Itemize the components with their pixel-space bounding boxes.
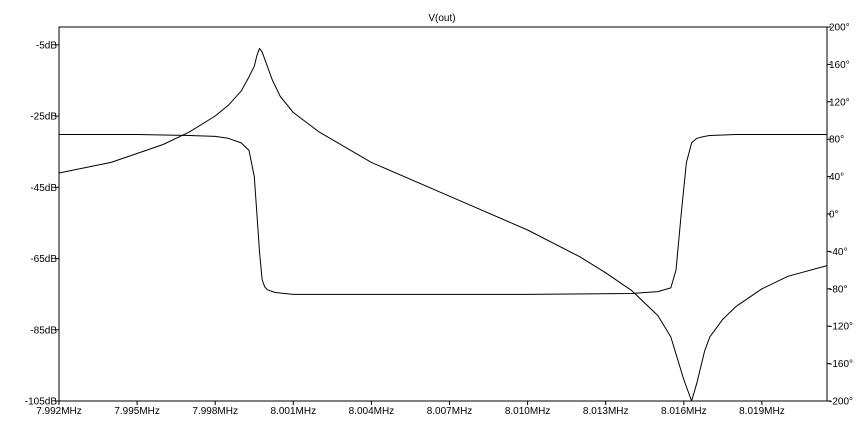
left-tick-label: -45dB bbox=[30, 183, 57, 194]
phase-series-line bbox=[59, 134, 827, 295]
plot-frame bbox=[58, 26, 828, 402]
right-tick-label: -40° bbox=[829, 247, 847, 258]
x-tick-label: 7.998MHz bbox=[192, 406, 238, 417]
x-axis: 7.992MHz 7.995MHz 7.998MHz 8.001MHz 8.004MHz… bbox=[36, 401, 785, 417]
x-tick-label: 8.001MHz bbox=[271, 406, 317, 417]
x-tick-label: 8.004MHz bbox=[349, 406, 395, 417]
x-tick-label: 7.995MHz bbox=[114, 406, 160, 417]
x-tick-label: 8.016MHz bbox=[661, 406, 707, 417]
chart-title: V(out) bbox=[428, 13, 455, 24]
magnitude-series-line bbox=[58, 47, 828, 402]
left-tick-label: -85dB bbox=[30, 325, 57, 336]
right-axis: 200° 160° 120° 80° 40° 0° -40° -80° -120° -160° -2… bbox=[827, 23, 853, 408]
right-tick-label: 200° bbox=[829, 23, 850, 34]
x-tick-label: 7.992MHz bbox=[36, 406, 82, 417]
x-tick-label: 8.007MHz bbox=[427, 406, 473, 417]
x-tick-label: 8.013MHz bbox=[583, 406, 629, 417]
right-tick-label: -160° bbox=[829, 359, 853, 370]
right-tick-label: 120° bbox=[829, 97, 850, 108]
right-tick-label: 160° bbox=[829, 60, 850, 71]
x-tick-label: 8.010MHz bbox=[505, 406, 551, 417]
right-tick-label: -200° bbox=[829, 397, 853, 408]
right-tick-label: 80° bbox=[829, 135, 844, 146]
left-tick-label: -25dB bbox=[30, 112, 57, 123]
right-tick-label: -120° bbox=[829, 322, 853, 333]
left-tick-label: -5dB bbox=[36, 40, 57, 51]
left-axis: -5dB -25dB -45dB -65dB -85dB -105dB bbox=[25, 40, 59, 408]
left-tick-label: -105dB bbox=[25, 397, 58, 408]
right-tick-label: 0° bbox=[829, 210, 839, 221]
right-tick-label: 40° bbox=[829, 172, 844, 183]
right-tick-label: -80° bbox=[829, 284, 847, 295]
series-layer bbox=[58, 47, 828, 402]
left-tick-label: -65dB bbox=[30, 254, 57, 265]
x-tick-label: 8.019MHz bbox=[739, 406, 785, 417]
